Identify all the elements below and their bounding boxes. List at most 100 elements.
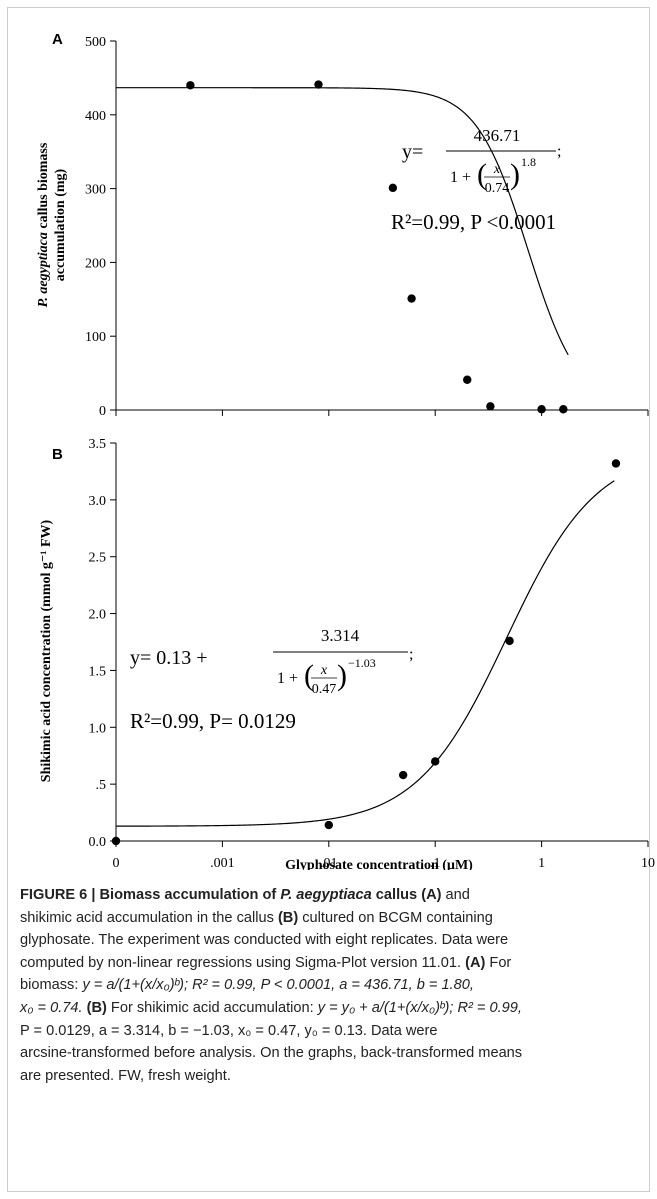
caption-line-3: glyphosate. The experiment was conducted… [20, 932, 509, 949]
caption-panel-a-ref: (A) [465, 954, 486, 971]
panel-a-eq-frac-num: x [493, 162, 501, 177]
panel-a-points [186, 80, 568, 414]
x-tick-label: 0 [113, 856, 120, 870]
caption-line-5: biomass: y = a/(1+(x/x₀)ᵇ); R² = 0.99, P… [20, 974, 642, 997]
panel-a-eq-den-pre: 1 + [450, 169, 471, 186]
caption-species: P. aegyptiaca [280, 887, 372, 903]
panel-b-r2: R²=0.99, P= 0.0129 [130, 709, 296, 733]
panel-b-eq-paren-right: ) [337, 659, 347, 692]
caption-line-7: P = 0.0129, a = 3.314, b = −1.03, x₀ = 0… [20, 1022, 438, 1039]
panel-a-eq-paren-left: ( [477, 158, 487, 191]
caption-text: shikimic acid accumulation in the callus [20, 909, 278, 926]
y-tick-label: 1.5 [89, 664, 107, 679]
caption-line-2: shikimic acid accumulation in the callus… [20, 907, 642, 930]
panel-b-eq-exponent: −1.03 [348, 656, 376, 670]
data-point [505, 636, 514, 646]
data-point [398, 770, 408, 780]
caption-line-4: computed by non-linear regressions using… [20, 952, 642, 975]
panel-b-axes: 0.0 .5 1.0 1.5 2.0 2.5 3.0 3.5 0 .001 .01 .1 1 10 [89, 437, 656, 870]
y-tick-label: 2.0 [89, 608, 107, 623]
y-tick-label: 500 [85, 35, 106, 50]
y-tick-label: 100 [85, 330, 106, 345]
panel-a-ylabel-rest: callus biomass [36, 142, 51, 232]
caption-equation-a: y = a/(1+(x/x₀)ᵇ); R² = 0.99, P < 0.0001… [82, 977, 474, 994]
x-tick-label: 1 [538, 856, 545, 870]
caption-line-1: FIGURE 6 | Biomass accumulation of P. ae… [20, 884, 642, 907]
panel-b-points [111, 459, 621, 846]
panel-a-axes: 0 100 200 300 400 500 [85, 35, 649, 419]
panel-b-eq-lhs: y= 0.13 + [130, 647, 208, 669]
caption-line-9: are presented. FW, fresh weight. [20, 1067, 231, 1084]
panel-b-eq-suffix: ; [409, 646, 413, 663]
data-point [463, 375, 472, 384]
panel-b-xlabel: Glyphosate concentration (µM) [285, 858, 473, 870]
y-tick-label: 300 [85, 183, 106, 198]
panel-a-eq-paren-right: ) [510, 158, 520, 191]
panel-a-ylabel: P. aegyptiaca callus biomass [36, 142, 51, 307]
y-tick-label: 200 [85, 256, 106, 271]
y-tick-label: 2.5 [89, 551, 107, 566]
y-tick-label: 3.5 [89, 437, 107, 452]
panel-b-ylabel: Shikimic acid concentration (mmol g⁻¹ FW… [39, 519, 54, 782]
panel-a-ylabel-line2-group: accumulation (mg) [53, 168, 68, 281]
data-point [611, 459, 621, 468]
caption-equation-b: y = y₀ + a/(1+(x/x₀)ᵇ); R² = 0.99, [317, 999, 522, 1016]
caption-text: computed by non-linear regressions using… [20, 954, 466, 971]
panel-a-eq-suffix: ; [557, 143, 561, 160]
caption-panel-a-ref: callus (A) [371, 887, 442, 903]
caption-text: and [441, 887, 470, 903]
panel-a-r2: R²=0.99, P <0.0001 [391, 210, 556, 234]
x-tick-label: .1 [430, 856, 441, 870]
panel-a-eq-frac-den: 0.74 [485, 181, 510, 196]
y-tick-label: 0 [99, 404, 106, 419]
svg-text:P. aegyptiaca callus biomass: P. aegyptiaca callus biomass [36, 142, 51, 307]
panel-b-equation: y= 0.13 + 3.314 1 + ( x 0.47 ) −1.03 ; [130, 626, 413, 697]
caption-text: For shikimic acid accumulation: [106, 999, 318, 1016]
panel-b: B 0.0 .5 1.0 1.5 2.0 2.5 3.0 3.5 0 .001 .01 .1 1 10 S… [39, 437, 655, 870]
x-tick-label: .01 [320, 856, 338, 870]
y-tick-label: .5 [96, 778, 107, 793]
x-tick-label: 10 [641, 856, 655, 870]
panel-b-ylabel-group: Shikimic acid concentration (mmol g⁻¹ FW… [39, 519, 54, 782]
caption-line-8: arcsine-transformed before analysis. On … [20, 1045, 523, 1062]
panel-a: A 0 100 200 300 400 500 P. aegyptiaca callus … [36, 31, 649, 419]
x-tick-label: .001 [210, 856, 235, 870]
caption-panel-b-ref: (B) [277, 909, 299, 926]
data-point [388, 183, 398, 193]
caption-text: For [485, 954, 512, 971]
panel-a-label: A [52, 31, 63, 48]
panel-a-eq-lhs: y= [402, 141, 423, 163]
y-tick-label: 3.0 [89, 494, 107, 509]
panel-b-eq-numerator: 3.314 [321, 626, 360, 645]
caption-text: cultured on BCGM containing [298, 909, 493, 926]
caption-panel-b-ref: (B) [86, 999, 107, 1016]
caption-text: biomass: [20, 977, 83, 994]
panel-b-fit-curve [116, 480, 615, 827]
y-tick-label: 1.0 [89, 721, 107, 736]
data-point [324, 820, 333, 830]
figure-caption: FIGURE 6 | Biomass accumulation of P. ae… [20, 884, 642, 1087]
data-point [314, 80, 323, 89]
data-point [407, 294, 416, 303]
panel-b-eq-den-pre: 1 + [277, 670, 298, 687]
panel-a-ylabel-italic: P. aegyptiaca [36, 232, 51, 307]
y-tick-label: 400 [85, 109, 106, 124]
panel-b-eq-paren-left: ( [304, 659, 314, 692]
panel-b-label: B [52, 446, 63, 463]
panel-b-eq-frac-den: 0.47 [312, 682, 337, 697]
panel-a-eq-numerator: 436.71 [474, 126, 521, 145]
caption-figure-label: FIGURE 6 | Biomass accumulation of [20, 887, 281, 903]
data-point [186, 81, 195, 90]
data-point [431, 757, 440, 766]
panel-a-ylabel-line2: accumulation (mg) [53, 168, 68, 281]
data-point [537, 405, 546, 414]
data-point [486, 402, 495, 411]
data-point [111, 836, 121, 846]
caption-line-6: x₀ = 0.74. (B) For shikimic acid accumul… [20, 997, 642, 1020]
y-tick-label: 0.0 [89, 835, 107, 850]
data-point [559, 405, 568, 414]
figure-frame [7, 7, 650, 1192]
caption-x0: x₀ = 0.74. [20, 999, 87, 1016]
panel-a-equation: y= 436.71 1 + ( x 0.74 ) 1.8 ; [402, 126, 561, 196]
